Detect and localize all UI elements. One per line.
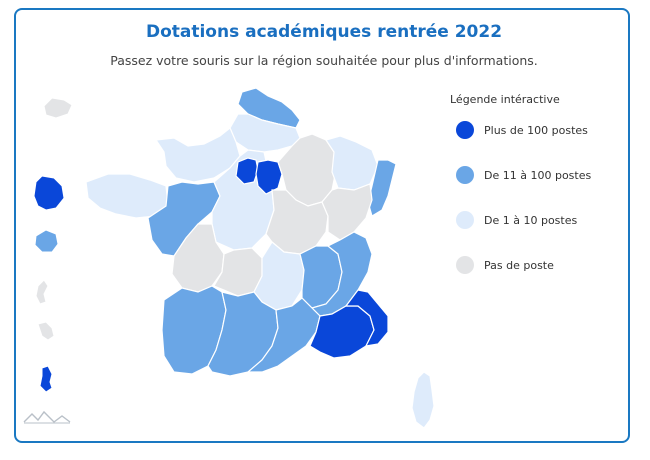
- legend-item-aucun[interactable]: Pas de poste: [456, 254, 554, 276]
- legend-label: De 11 à 100 postes: [484, 168, 592, 182]
- legend-dot-medium-blue: [456, 166, 474, 184]
- legend-title: Légende intéractive: [450, 93, 560, 106]
- region-saint-pierre[interactable]: [43, 97, 73, 119]
- region-nice[interactable]: [344, 289, 389, 347]
- region-reunion[interactable]: [34, 229, 59, 253]
- region-auvergne[interactable]: [253, 241, 305, 311]
- france-map: [23, 87, 435, 429]
- region-bretagne[interactable]: [85, 173, 169, 219]
- region-nord[interactable]: [237, 87, 301, 129]
- region-martinique[interactable]: [37, 321, 55, 341]
- legend-item-11-100[interactable]: De 11 à 100 postes: [456, 164, 591, 186]
- region-ile-de-france-creteil[interactable]: [255, 159, 283, 195]
- legend-label: Plus de 100 postes: [484, 123, 588, 137]
- region-ile-de-france-versailles[interactable]: [235, 157, 259, 185]
- region-mayotte[interactable]: [39, 365, 53, 393]
- region-guadeloupe[interactable]: [35, 279, 49, 305]
- legend-item-plus-100[interactable]: Plus de 100 postes: [456, 119, 588, 141]
- mountain-logo-icon: [23, 410, 71, 423]
- legend-label: De 1 à 10 postes: [484, 213, 578, 227]
- region-guyane[interactable]: [33, 175, 65, 211]
- region-franche-comte[interactable]: [321, 183, 373, 241]
- map-card: Dotations académiques rentrée 2022 Passe…: [14, 8, 630, 443]
- region-montpellier[interactable]: [246, 297, 321, 373]
- legend-dot-grey: [456, 256, 474, 274]
- region-corse[interactable]: [411, 371, 435, 429]
- legend-label: Pas de poste: [484, 258, 554, 272]
- map-subtitle: Passez votre souris sur la région souhai…: [110, 53, 538, 68]
- map-title: Dotations académiques rentrée 2022: [145, 22, 503, 42]
- legend-dot-light-blue: [456, 211, 474, 229]
- region-bourgogne[interactable]: [265, 189, 329, 255]
- legend-item-1-10[interactable]: De 1 à 10 postes: [456, 209, 577, 231]
- legend-dot-dark-blue: [456, 121, 474, 139]
